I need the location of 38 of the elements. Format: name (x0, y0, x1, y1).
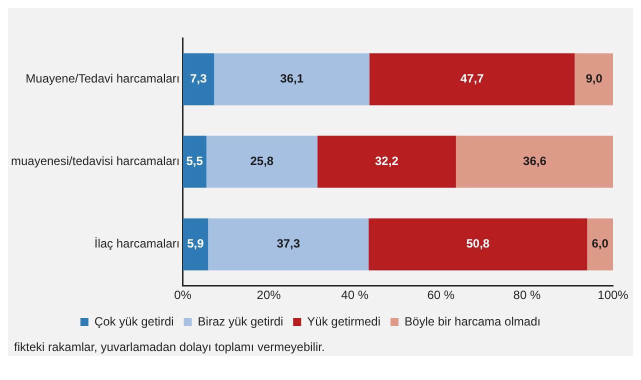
bar (214, 53, 370, 106)
data-label: 50,8 (466, 236, 490, 251)
legend-label: Biraz yük getirdi (198, 314, 284, 328)
data-label: 32,2 (375, 154, 399, 168)
bar (182, 53, 214, 106)
x-tick-label: 20% (256, 288, 282, 302)
bar (369, 53, 575, 106)
x-tick-label: 60 % (427, 288, 455, 302)
data-label: 9,0 (586, 72, 603, 86)
data-label: 36,1 (280, 72, 304, 86)
data-label: 5,5 (186, 154, 204, 168)
data-label: 47,7 (460, 72, 484, 86)
legend-label: Böyle bir harcama olmadı (404, 314, 541, 328)
y-tick-label: Muayene/Tedavi harcamaları (26, 72, 180, 86)
bar (574, 53, 613, 106)
bar (456, 136, 613, 188)
data-label: 7,3 (190, 72, 208, 86)
y-tick-label: muayenesi/tedavisi harcamaları (10, 154, 180, 168)
data-label: 6,0 (592, 236, 609, 251)
bar (206, 136, 318, 188)
bar (317, 136, 456, 188)
data-label: 37,3 (276, 236, 300, 251)
legend-label: Yük getirmedi (307, 314, 381, 328)
bar (208, 218, 369, 270)
bar (587, 218, 613, 270)
legend-label: Çok yük getirdi (94, 314, 174, 328)
text: fikteki rakamlar, yuvarlamadan dolayı toplamı vermeyebilir. (13, 339, 326, 356)
x-tick-label: 0% (174, 288, 192, 302)
bar (182, 218, 208, 270)
x-tick-label: 100% (598, 288, 629, 302)
x-tick-label: 40 % (341, 288, 369, 302)
data-label: 5,9 (187, 236, 204, 251)
bar (368, 218, 588, 270)
data-label: 25,8 (250, 154, 274, 168)
bar (182, 136, 206, 188)
y-tick-label: İlaç harcamaları (94, 236, 180, 251)
data-label: 36,6 (523, 154, 547, 168)
x-tick-label: 80 % (513, 288, 541, 302)
